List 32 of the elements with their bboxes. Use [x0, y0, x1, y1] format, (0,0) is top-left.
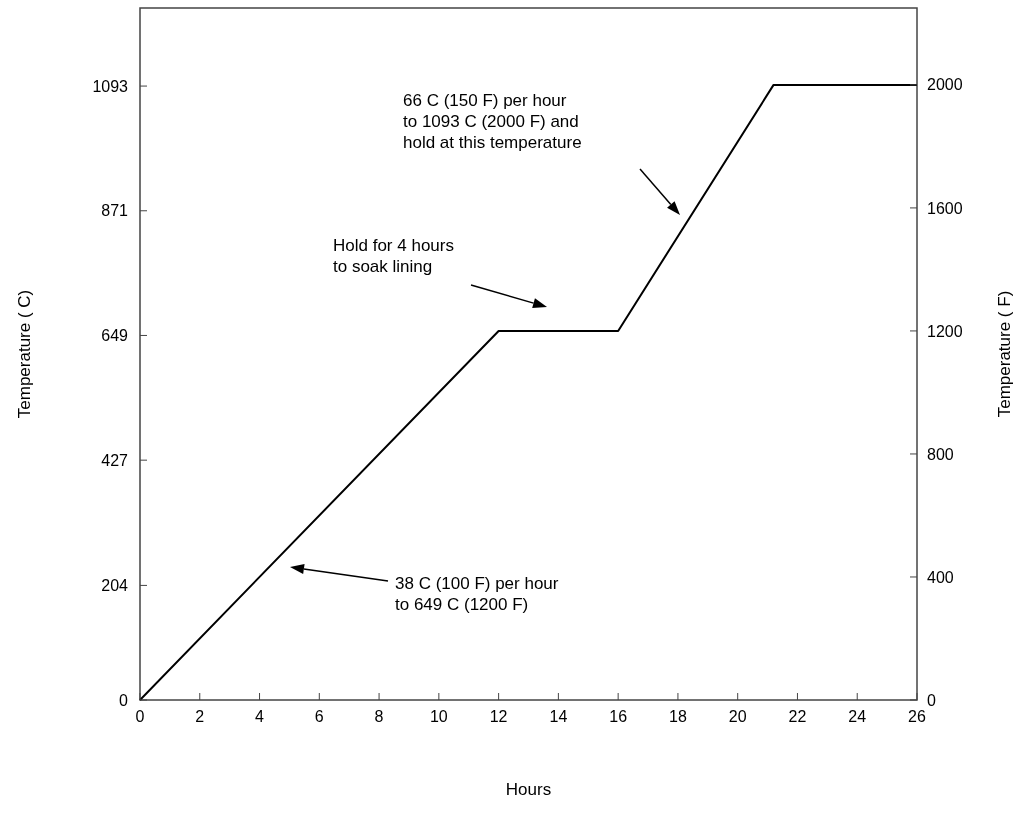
- y2-axis-title: Temperature ( F): [995, 290, 1014, 418]
- x-tick-label: 0: [135, 708, 145, 725]
- annotation: 38 C (100 F) per hour to 649 C (1200 F): [395, 574, 559, 614]
- x-tick-label: 8: [374, 708, 384, 725]
- annotation: Hold for 4 hours to soak lining: [333, 236, 454, 276]
- x-tick-label: 26: [908, 708, 926, 725]
- x-axis-title: Hours: [505, 780, 552, 799]
- x-tick-label: 4: [255, 708, 265, 725]
- y-tick-label: 204: [101, 577, 129, 595]
- y2-tick-label: 2000: [927, 76, 963, 94]
- x-tick-label: 24: [848, 708, 867, 725]
- x-tick-label: 10: [429, 708, 448, 725]
- x-tick-label: 6: [314, 708, 324, 725]
- y-tick-label: 649: [101, 327, 129, 345]
- annotation: 66 C (150 F) per hour to 1093 C (2000 F) and hold at this temperature: [403, 91, 582, 152]
- y2-tick-label: 1600: [927, 199, 963, 217]
- y-tick-label: 427: [101, 451, 129, 469]
- x-tick-label: 18: [669, 708, 687, 725]
- y-axis-title: Temperature ( C): [15, 289, 34, 419]
- y2-tick-label: 1200: [927, 322, 963, 340]
- y-tick-label: 0: [119, 691, 129, 709]
- x-tick-label: 12: [489, 708, 508, 725]
- y-tick-label: 871: [101, 202, 129, 220]
- y2-tick-label: 400: [927, 568, 954, 586]
- x-tick-label: 16: [609, 708, 628, 725]
- y2-tick-label: 800: [927, 445, 954, 463]
- y-tick-label: 1093: [92, 77, 129, 95]
- x-tick-label: 22: [788, 708, 807, 725]
- x-tick-label: 14: [549, 708, 568, 725]
- x-tick-label: 20: [728, 708, 747, 725]
- x-tick-label: 2: [195, 708, 205, 725]
- y2-tick-label: 0: [927, 691, 936, 709]
